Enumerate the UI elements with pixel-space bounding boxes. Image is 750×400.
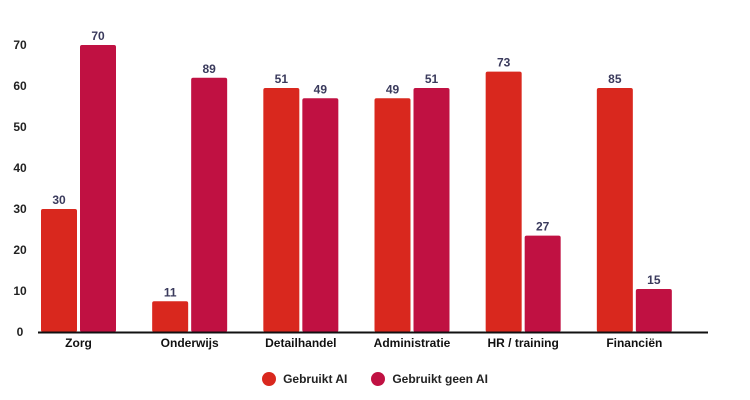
y-tick-label: 50 — [13, 120, 27, 134]
legend-swatch-series-1 — [262, 372, 277, 386]
bar-group: 73 27 — [485, 56, 561, 333]
legend: Gebruikt AI Gebruikt geen AI — [0, 372, 750, 386]
bar-no-ai[interactable] — [302, 98, 339, 332]
legend-item-series-2[interactable]: Gebruikt geen AI — [371, 372, 488, 386]
data-label: 51 — [275, 72, 289, 86]
data-label: 30 — [52, 193, 66, 207]
bar-uses-ai[interactable] — [263, 88, 300, 332]
x-tick-label: HR / training — [487, 336, 558, 350]
y-axis: 0 10 20 30 40 50 60 70 — [13, 38, 27, 339]
bar-uses-ai[interactable] — [41, 209, 77, 332]
bar-no-ai[interactable] — [413, 88, 450, 332]
bar-group: 51 49 — [263, 72, 339, 332]
legend-label-series-1: Gebruikt AI — [283, 372, 348, 386]
y-tick-label: 0 — [17, 325, 24, 339]
legend-label-series-2: Gebruikt geen AI — [392, 372, 488, 386]
bar-uses-ai[interactable] — [485, 71, 522, 333]
y-tick-label: 70 — [13, 38, 27, 52]
bar-uses-ai[interactable] — [374, 98, 411, 332]
bar-group: 30 70 — [41, 29, 116, 332]
data-label: 15 — [647, 273, 661, 287]
y-tick-label: 30 — [13, 202, 27, 216]
bar-groups: 30 70 11 89 51 49 49 51 73 27 85 15 — [41, 29, 672, 333]
bar-group: 11 89 — [152, 62, 228, 332]
data-label: 70 — [91, 29, 105, 43]
data-label: 49 — [314, 82, 328, 96]
legend-swatch-series-2 — [371, 372, 386, 386]
y-tick-label: 40 — [13, 161, 27, 175]
data-label: 73 — [497, 56, 511, 70]
x-axis: Zorg Onderwijs Detailhandel Administratie HR… — [65, 336, 662, 350]
y-tick-label: 10 — [13, 284, 27, 298]
x-tick-label: Financiën — [606, 336, 662, 350]
bar-no-ai[interactable] — [80, 45, 116, 332]
bar-no-ai[interactable] — [191, 77, 228, 332]
x-tick-label: Onderwijs — [161, 336, 219, 350]
bar-no-ai[interactable] — [635, 288, 672, 332]
data-label: 89 — [202, 62, 216, 76]
legend-item-series-1[interactable]: Gebruikt AI — [262, 372, 347, 386]
x-tick-label: Detailhandel — [265, 336, 336, 350]
bar-no-ai[interactable] — [524, 235, 561, 332]
bar-uses-ai[interactable] — [596, 88, 633, 332]
x-tick-label: Administratie — [374, 336, 451, 350]
data-label: 11 — [164, 285, 177, 299]
bar-group: 85 15 — [596, 72, 672, 332]
x-tick-label: Zorg — [65, 336, 92, 350]
data-label: 49 — [386, 82, 400, 96]
bar-uses-ai[interactable] — [152, 301, 189, 332]
data-label: 85 — [608, 72, 622, 86]
data-label: 51 — [425, 72, 439, 86]
y-tick-label: 60 — [13, 79, 27, 93]
bar-group: 49 51 — [374, 72, 450, 332]
data-label: 27 — [536, 220, 550, 234]
y-tick-label: 20 — [13, 243, 27, 257]
